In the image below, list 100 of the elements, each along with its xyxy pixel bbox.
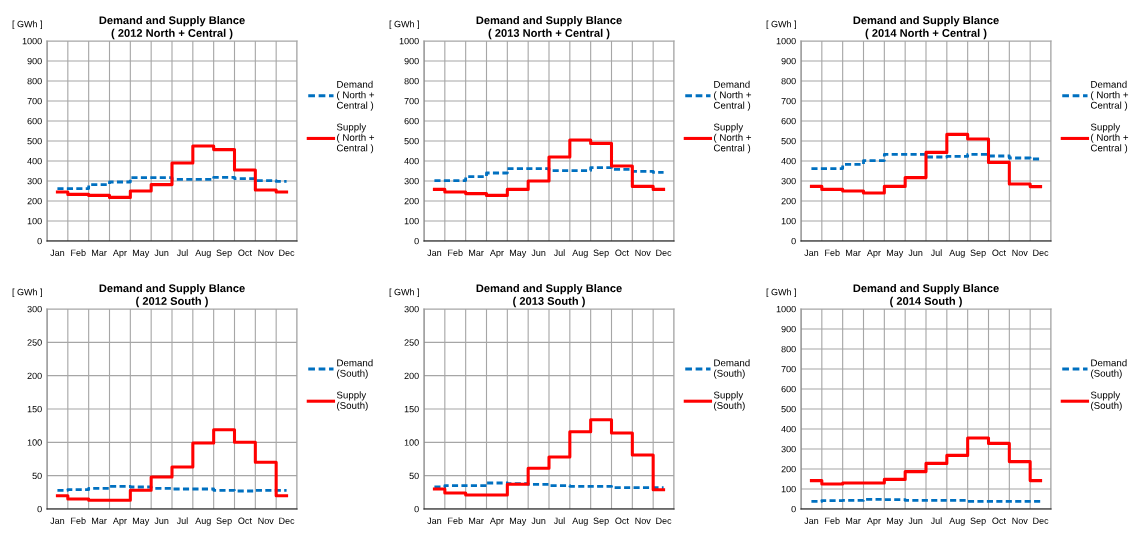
y-tick-label: 1000 [399, 37, 419, 45]
y-tick-label: 800 [781, 77, 796, 85]
y-tick-label: 100 [781, 217, 796, 225]
x-tick-label: Feb [825, 249, 840, 256]
legend-label: Supply (South) [336, 391, 368, 411]
x-tick-label: Jun [908, 517, 923, 524]
y-tick-label: 1000 [776, 37, 796, 45]
x-tick-label: Dec [279, 249, 295, 256]
y-tick-label: 300 [781, 445, 796, 453]
legend-label: Supply (South) [1090, 391, 1122, 411]
y-tick-label: 400 [781, 157, 796, 165]
x-tick-label: Aug [195, 517, 211, 526]
y-tick-label: 100 [27, 217, 42, 225]
chart-title: Demand and Supply Blance ( 2014 South ) [853, 284, 999, 308]
x-tick-label: Sep [593, 249, 609, 258]
y-tick-label: 200 [781, 197, 796, 205]
x-tick-label: Mar [92, 249, 107, 256]
x-tick-label: Oct [992, 517, 1006, 524]
x-tick-label: Jun [531, 249, 546, 256]
x-tick-label: Nov [258, 517, 274, 524]
x-tick-label: Apr [866, 517, 881, 526]
y-tick-label: 900 [781, 325, 796, 333]
x-tick-label: May [509, 249, 527, 258]
y-tick-label: 300 [781, 177, 796, 185]
y-tick-label: 700 [27, 97, 42, 105]
y-tick-label: 200 [404, 197, 419, 205]
y-tick-label: 200 [27, 372, 42, 380]
x-tick-label: Dec [1033, 249, 1049, 256]
y-tick-label: 100 [404, 217, 419, 225]
chart-title: Demand and Supply Blance ( 2012 North + Central ) [99, 16, 245, 40]
y-tick-label: 300 [27, 177, 42, 185]
x-tick-label: Oct [238, 249, 252, 256]
y-tick-label: 100 [404, 439, 419, 446]
y-tick-label: 1000 [22, 37, 42, 45]
x-tick-label: Nov [1012, 517, 1028, 524]
x-tick-label: Apr [866, 249, 881, 258]
x-tick-label: Apr [489, 249, 504, 258]
x-tick-label: Nov [635, 517, 651, 524]
x-tick-label: Apr [489, 517, 504, 526]
y-tick-label: 50 [32, 472, 42, 480]
x-tick-label: Nov [1012, 249, 1028, 256]
x-tick-label: May [132, 517, 150, 526]
x-tick-label: Aug [572, 249, 588, 258]
x-tick-label: Dec [656, 249, 672, 256]
y-axis-title: [ GWh ] [12, 288, 42, 297]
x-tick-label: Jan [427, 517, 442, 524]
y-tick-label: 300 [404, 305, 419, 313]
y-tick-label: 600 [404, 117, 419, 125]
x-tick-label: May [132, 249, 150, 258]
x-tick-label: Jun [154, 249, 169, 256]
x-tick-label: Sep [593, 517, 609, 526]
x-tick-label: Sep [970, 249, 986, 258]
legend-label: Demand ( North + Central ) [713, 80, 752, 111]
legend-label: Supply ( North + Central ) [336, 123, 375, 154]
x-tick-label: Mar [846, 249, 861, 256]
y-tick-label: 600 [781, 117, 796, 125]
x-tick-label: Sep [216, 517, 232, 526]
legend-label: Demand ( North + Central ) [336, 80, 375, 111]
x-tick-label: Jan [804, 517, 819, 524]
y-tick-label: 0 [37, 237, 42, 245]
y-tick-label: 0 [791, 505, 796, 513]
y-tick-label: 700 [781, 365, 796, 373]
legend-label: Demand ( North + Central ) [1090, 80, 1129, 111]
chart-title: Demand and Supply Blance ( 2013 South ) [476, 284, 622, 308]
y-tick-label: 500 [781, 405, 796, 413]
y-tick-label: 400 [27, 157, 42, 165]
x-tick-label: Aug [949, 517, 965, 526]
y-tick-label: 250 [404, 339, 419, 346]
x-tick-label: Apr [112, 249, 127, 258]
y-tick-label: 150 [27, 405, 42, 413]
x-tick-label: May [886, 249, 904, 258]
x-tick-label: Nov [258, 249, 274, 256]
y-tick-label: 1000 [776, 305, 796, 313]
x-tick-label: May [509, 517, 527, 526]
x-tick-label: Jul [553, 517, 565, 524]
y-tick-label: 100 [27, 439, 42, 446]
y-tick-label: 0 [37, 505, 42, 513]
x-tick-label: Aug [949, 249, 965, 258]
y-axis-title: [ GWh ] [389, 288, 419, 297]
y-tick-label: 800 [404, 77, 419, 85]
x-tick-label: Dec [656, 517, 672, 524]
y-tick-label: 900 [404, 57, 419, 65]
y-axis-title: [ GWh ] [12, 20, 42, 29]
x-tick-label: Oct [992, 249, 1006, 256]
x-tick-label: Jul [553, 249, 565, 256]
x-tick-label: Sep [216, 249, 232, 258]
x-tick-label: Feb [448, 517, 463, 524]
x-tick-label: Feb [448, 249, 463, 256]
y-tick-label: 300 [404, 177, 419, 185]
x-tick-label: Nov [635, 249, 651, 256]
chart-title: Demand and Supply Blance ( 2012 South ) [99, 284, 245, 308]
x-tick-label: Jan [427, 249, 442, 256]
x-tick-label: Feb [825, 517, 840, 524]
y-tick-label: 400 [404, 157, 419, 165]
y-tick-label: 500 [27, 137, 42, 145]
y-tick-label: 0 [414, 505, 419, 513]
x-tick-label: Mar [846, 517, 861, 524]
x-tick-label: Jul [176, 517, 188, 524]
y-tick-label: 800 [781, 345, 796, 353]
y-axis-title: [ GWh ] [389, 20, 419, 29]
